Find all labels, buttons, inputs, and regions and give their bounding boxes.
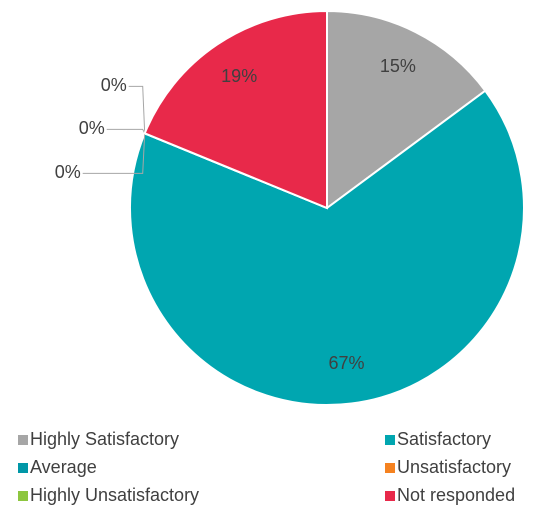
legend-swatch	[385, 435, 395, 445]
legend-label: Average	[30, 457, 97, 477]
legend-swatch	[18, 463, 28, 473]
legend-swatch	[18, 435, 28, 445]
data-label: 67%	[329, 353, 365, 373]
legend-swatch	[18, 491, 28, 501]
legend-label: Unsatisfactory	[397, 457, 511, 477]
pie-slice	[129, 89, 525, 406]
data-label: 15%	[380, 56, 416, 76]
legend-label: Not responded	[397, 485, 515, 505]
data-label: 0%	[79, 118, 105, 138]
legend-label: Satisfactory	[397, 429, 491, 449]
legend-swatch	[385, 491, 395, 501]
pie-slice	[143, 9, 328, 210]
legend-label: Highly Unsatisfactory	[30, 485, 199, 505]
leader-line	[82, 133, 146, 174]
data-label: 19%	[221, 66, 257, 86]
legend-label: Highly Satisfactory	[30, 429, 179, 449]
data-label: 0%	[55, 162, 81, 182]
data-label: 0%	[101, 75, 127, 95]
leader-line	[128, 85, 146, 134]
legend-swatch	[385, 463, 395, 473]
leader-line	[106, 128, 146, 134]
pie-slice	[326, 9, 487, 210]
